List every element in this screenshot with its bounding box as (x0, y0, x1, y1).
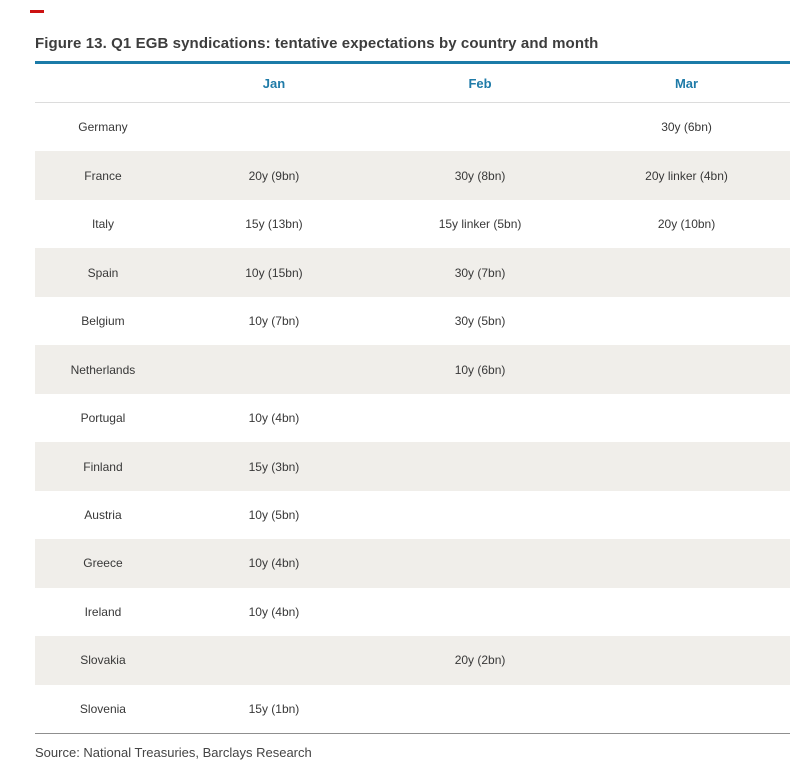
country-cell: Slovenia (79, 701, 126, 716)
country-cell: Netherlands (70, 362, 136, 377)
table-row: Austria 10y (5bn) (35, 491, 790, 539)
country-cell: Germany (78, 120, 128, 135)
col-header-mar: Mar (674, 75, 699, 91)
table-row: Italy 15y (13bn) 15y linker (5bn) 20y (1… (35, 200, 790, 248)
country-cell: Ireland (84, 604, 122, 619)
source-note: Source: National Treasuries, Barclays Re… (35, 745, 312, 760)
jan-cell: 15y (13bn) (245, 217, 303, 232)
mar-cell: 20y (10bn) (657, 217, 716, 232)
country-cell: Austria (84, 507, 122, 522)
country-cell: Greece (83, 556, 123, 571)
table-body: Germany 30y (6bn) France 20y (9bn) 30y (… (35, 103, 790, 733)
mar-cell: 30y (6bn) (661, 120, 712, 135)
country-cell: Portugal (80, 411, 126, 426)
accent-rule (35, 61, 790, 64)
country-cell: Spain (87, 265, 119, 280)
country-cell: Slovakia (80, 653, 126, 668)
jan-cell: 10y (4bn) (248, 556, 300, 571)
table-row: Greece 10y (4bn) (35, 539, 790, 588)
red-dash-annotation (30, 10, 44, 13)
table-row: Slovenia 15y (1bn) (35, 685, 790, 733)
table-row: Belgium 10y (7bn) 30y (5bn) (35, 297, 790, 345)
country-cell: Belgium (81, 314, 125, 329)
jan-cell: 15y (3bn) (248, 459, 300, 474)
col-header-jan: Jan (262, 75, 286, 91)
feb-cell: 10y (6bn) (454, 362, 506, 377)
country-cell: Italy (91, 217, 114, 232)
country-cell: Finland (83, 459, 123, 474)
col-header-feb: Feb (468, 75, 492, 91)
jan-cell: 10y (15bn) (245, 265, 303, 280)
jan-cell: 20y (9bn) (248, 168, 300, 183)
table-row: Ireland 10y (4bn) (35, 588, 790, 636)
feb-cell: 20y (2bn) (454, 653, 506, 668)
figure-title: Figure 13. Q1 EGB syndications: tentativ… (35, 35, 599, 52)
bottom-rule (35, 733, 790, 734)
feb-cell: 30y (8bn) (454, 168, 506, 183)
feb-cell: 15y linker (5bn) (438, 217, 522, 232)
table-row: Finland 15y (3bn) (35, 442, 790, 491)
feb-cell: 30y (7bn) (454, 265, 506, 280)
mar-cell: 20y linker (4bn) (645, 168, 728, 183)
table-row: France 20y (9bn) 30y (8bn) 20y linker (4… (35, 151, 790, 200)
table-row: Germany 30y (6bn) (35, 103, 790, 151)
jan-cell: 10y (7bn) (248, 314, 300, 329)
jan-cell: 10y (5bn) (248, 507, 300, 522)
table-header-row: Jan Feb Mar (35, 64, 790, 103)
jan-cell: 10y (4bn) (248, 411, 300, 426)
table-row: Slovakia 20y (2bn) (35, 636, 790, 685)
jan-cell: 15y (1bn) (248, 701, 300, 716)
table-row: Netherlands 10y (6bn) (35, 345, 790, 394)
figure-container: Figure 13. Q1 EGB syndications: tentativ… (35, 0, 790, 760)
table-row: Portugal 10y (4bn) (35, 394, 790, 442)
jan-cell: 10y (4bn) (248, 604, 300, 619)
feb-cell: 30y (5bn) (454, 314, 506, 329)
country-cell: France (84, 168, 122, 183)
table-row: Spain 10y (15bn) 30y (7bn) (35, 248, 790, 297)
